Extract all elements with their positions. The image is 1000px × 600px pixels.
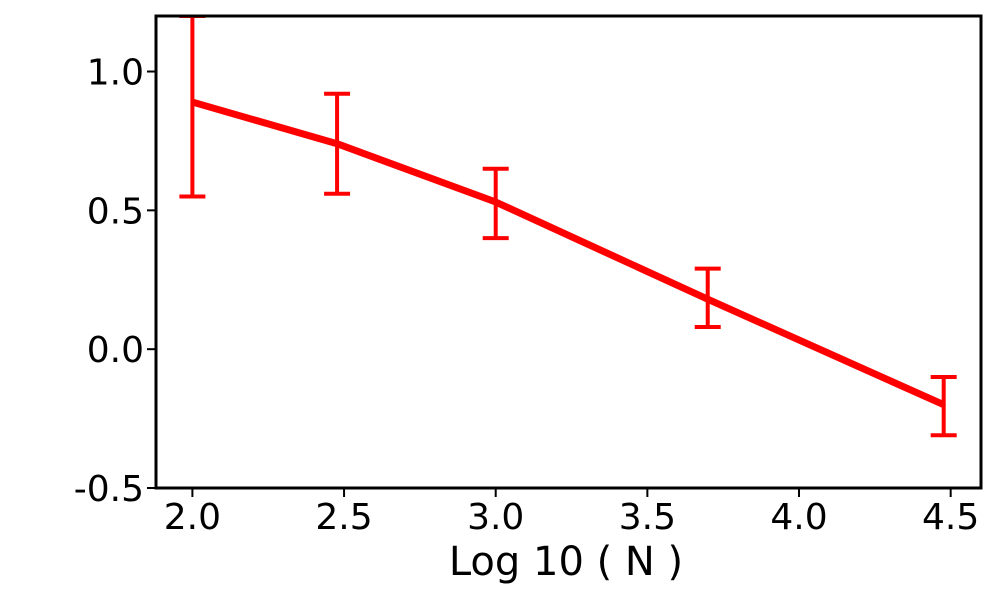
y-axis-ticks: -0.5 0.0 0.5 1.0	[74, 53, 156, 510]
y-tick-label: -0.5	[74, 469, 144, 510]
x-tick-label: 2.5	[315, 497, 372, 538]
x-axis-ticks: 2.0 2.5 3.0 3.5 4.0 4.5	[164, 488, 979, 538]
plot-area	[179, 16, 957, 438]
x-tick-label: 2.0	[164, 497, 221, 538]
data-point	[335, 141, 340, 146]
x-tick-label: 4.5	[922, 497, 979, 538]
y-tick-label: 0.5	[87, 191, 144, 232]
data-point	[190, 100, 195, 105]
x-tick-label: 3.0	[467, 497, 524, 538]
y-tick-label: 0.0	[87, 330, 144, 371]
series-line	[191, 98, 946, 408]
y-tick-label: 1.0	[87, 53, 144, 94]
data-point	[705, 297, 710, 302]
data-point	[493, 200, 498, 205]
data-point	[941, 402, 946, 407]
x-axis-title: Log 10 ( N )	[449, 539, 683, 585]
x-tick-label: 4.0	[770, 497, 827, 538]
x-tick-label: 3.5	[619, 497, 676, 538]
plot-frame	[154, 14, 983, 490]
